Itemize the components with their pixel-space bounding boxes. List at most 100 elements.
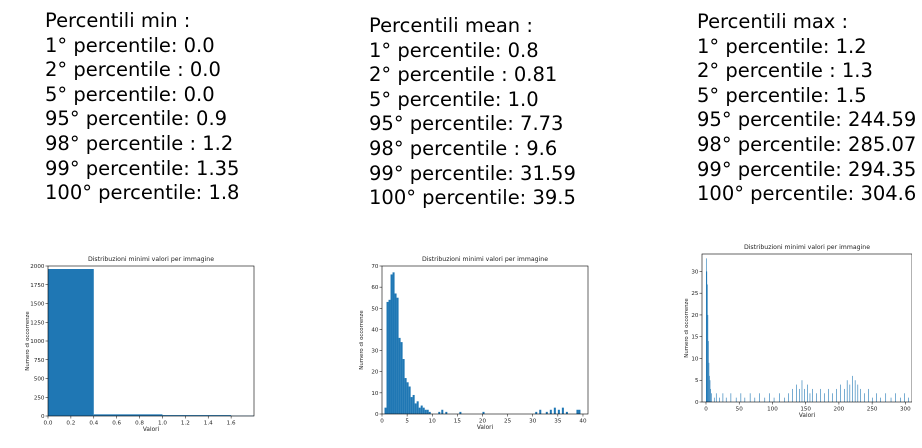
x-tick-label: 300 [900, 407, 911, 413]
histogram-bar [576, 409, 579, 414]
histogram-bar [93, 414, 163, 416]
y-tick-label: 1500 [30, 302, 45, 308]
histogram-bar [828, 388, 829, 402]
histogram-bar [908, 397, 909, 402]
histogram-bar [816, 393, 817, 402]
percentile-line: 1° percentile: 0.8 [369, 38, 539, 62]
y-tick-label: 70 [371, 264, 379, 270]
histogram-bar [545, 411, 548, 414]
histogram-bar [807, 384, 808, 402]
percentile-line: 99° percentile: 1.35 [45, 156, 240, 180]
histogram-bar [844, 388, 845, 402]
histogram-bar [792, 388, 793, 402]
histogram-bar [384, 407, 387, 414]
histogram-bar [840, 384, 841, 402]
y-tick-label: 25 [691, 291, 699, 297]
histogram-bar [860, 388, 861, 402]
histogram-bar [708, 362, 710, 402]
histogram-bar [711, 393, 712, 402]
histogram-bar [820, 388, 821, 402]
histogram-bar [900, 397, 901, 402]
histogram-bar [735, 397, 737, 402]
histogram-bar [388, 299, 391, 414]
y-tick-label: 5 [695, 378, 699, 384]
histogram-bar [420, 405, 423, 414]
x-tick-label: 0 [380, 419, 384, 425]
histogram-bar [769, 393, 770, 402]
y-tick-label: 50 [371, 306, 379, 312]
histogram-bar [824, 393, 825, 402]
histogram-bar [740, 393, 742, 402]
histogram-bar [852, 375, 853, 402]
histogram-bar [418, 407, 421, 414]
histogram-bar [535, 411, 538, 414]
histogram-bar [565, 411, 568, 414]
histogram-bar [796, 384, 797, 402]
y-tick-label: 1250 [30, 320, 45, 326]
histogram-bar [414, 403, 417, 414]
x-tick-label: 0.8 [135, 421, 144, 427]
histogram-bar [722, 393, 724, 402]
histogram-bar [846, 380, 848, 402]
percentile-panel-max: Percentili max : 1° percentile: 1.2 2° p… [697, 10, 916, 207]
histogram-bar [438, 411, 441, 414]
histogram-bar [48, 269, 94, 416]
histogram-bar [709, 380, 711, 402]
histogram-bar [868, 388, 869, 402]
x-tick-label: 5 [405, 419, 409, 425]
histogram-bar [386, 301, 389, 414]
histogram-bar [482, 411, 485, 414]
x-tick-label: 1.0 [158, 421, 167, 427]
plot-frame [701, 253, 912, 403]
histogram-bar [707, 284, 708, 402]
plot-frame [381, 265, 589, 415]
histogram-bar [549, 409, 552, 414]
percentile-line: 5° percentile: 0.0 [45, 82, 215, 106]
histogram-bar [553, 407, 556, 414]
x-tick-label: 1.4 [204, 421, 213, 427]
histogram-bar [773, 397, 775, 402]
histogram-bar [539, 409, 542, 414]
histogram-bar [799, 388, 800, 402]
histogram-bar [398, 337, 401, 414]
y-tick-label: 60 [371, 285, 379, 291]
histogram-bar [396, 297, 399, 414]
y-axis-label: Numero di occorrenze [359, 310, 365, 370]
histogram-bar [394, 293, 397, 414]
histogram-bar [402, 359, 405, 414]
percentile-line: 5° percentile: 1.5 [697, 83, 867, 107]
x-tick-label: 30 [529, 419, 537, 425]
histogram-bar [890, 397, 892, 402]
panel-heading: Percentili min : [45, 9, 191, 32]
percentile-line: 100° percentile: 304.6 [697, 182, 917, 206]
histogram-bar [412, 394, 415, 414]
histogram-bar [832, 393, 833, 402]
y-tick-label: 0 [41, 414, 45, 420]
histogram-bar [709, 375, 710, 402]
x-tick-label: 50 [736, 407, 744, 413]
x-tick-label: 40 [579, 419, 587, 425]
y-axis-label: Numero di occorrenze [25, 311, 31, 371]
histogram-bar [445, 411, 448, 414]
histogram-bar [428, 411, 431, 414]
x-tick-label: 15 [454, 419, 462, 425]
histogram-bar [849, 384, 851, 402]
histogram-bar [706, 271, 708, 402]
percentile-line: 5° percentile: 1.0 [369, 87, 539, 111]
x-tick-label: 200 [834, 407, 845, 413]
x-tick-label: 150 [800, 407, 811, 413]
histogram-bar [708, 341, 709, 402]
x-tick-label: 1.2 [181, 421, 190, 427]
x-tick-label: 0 [704, 407, 708, 413]
histogram-bar [392, 272, 395, 414]
histogram-bar [754, 397, 756, 402]
histogram-bar [876, 393, 877, 402]
histogram-bar [749, 393, 751, 402]
x-tick-label: 100 [767, 407, 778, 413]
percentile-line: 2° percentile : 1.3 [697, 59, 873, 83]
x-tick-label: 0.6 [112, 421, 121, 427]
percentile-line: 99° percentile: 294.35 [697, 157, 917, 181]
x-axis-label: Valori [143, 427, 160, 433]
histogram-bar [561, 407, 564, 414]
histogram-bar [426, 409, 429, 414]
